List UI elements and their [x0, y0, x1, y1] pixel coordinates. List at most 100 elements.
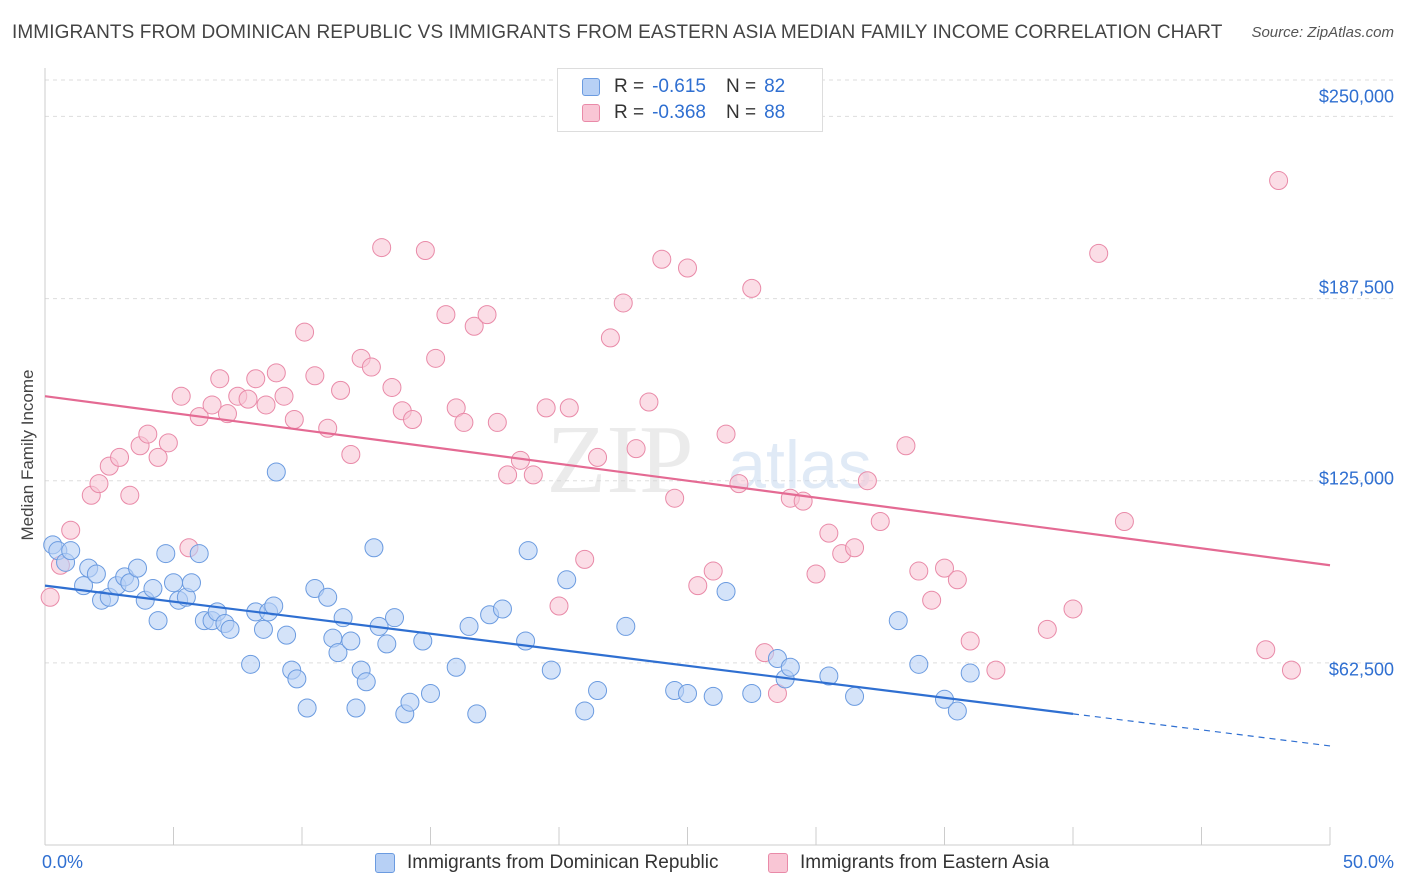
point-dominican-republic — [446, 657, 466, 677]
watermark: ZIP atlas — [547, 406, 872, 514]
point-eastern-asia — [120, 485, 140, 505]
point-dominican-republic — [780, 657, 800, 677]
point-eastern-asia — [210, 369, 230, 389]
point-eastern-asia — [575, 549, 595, 569]
point-eastern-asia — [1269, 171, 1289, 191]
point-dominican-republic — [845, 686, 865, 706]
point-dominican-republic — [421, 683, 440, 703]
point-dominican-republic — [888, 611, 908, 631]
point-eastern-asia — [446, 398, 466, 418]
series-eastern-asia-points — [40, 171, 1301, 703]
point-eastern-asia — [600, 328, 620, 348]
point-eastern-asia — [464, 316, 484, 336]
point-dominican-republic — [716, 581, 736, 601]
y-axis-label: Median Family Income — [18, 369, 37, 541]
point-eastern-asia — [426, 348, 446, 368]
point-dominican-republic — [148, 611, 168, 631]
point-dominican-republic — [328, 643, 348, 663]
point-eastern-asia — [217, 404, 237, 424]
point-eastern-asia — [361, 357, 381, 377]
point-dominican-republic — [385, 608, 405, 628]
point-eastern-asia — [703, 561, 723, 581]
point-eastern-asia — [1037, 619, 1057, 639]
point-dominican-republic — [588, 681, 608, 701]
point-dominican-republic — [557, 570, 577, 590]
point-eastern-asia — [767, 683, 787, 703]
point-dominican-republic — [377, 634, 397, 654]
point-eastern-asia — [652, 249, 672, 269]
point-eastern-asia — [110, 447, 130, 467]
point-dominican-republic — [266, 462, 286, 482]
point-eastern-asia — [477, 305, 497, 325]
trend-line-dominican-republic — [44, 584, 1074, 715]
point-eastern-asia — [678, 258, 697, 278]
source-label: Source: ZipAtlas.com — [1251, 24, 1394, 41]
chart-title: IMMIGRANTS FROM DOMINICAN REPUBLIC VS IM… — [12, 22, 1223, 43]
point-eastern-asia — [1256, 640, 1276, 660]
point-dominican-republic — [181, 573, 201, 593]
watermark-atlas: atlas — [728, 427, 872, 503]
point-dominican-republic — [459, 616, 479, 636]
point-dominican-republic — [277, 625, 297, 645]
point-dominican-republic — [61, 541, 81, 561]
point-eastern-asia — [274, 386, 294, 406]
point-eastern-asia — [436, 305, 456, 325]
point-dominican-republic — [128, 558, 148, 578]
legend-n-value: 82 — [764, 76, 786, 97]
point-eastern-asia — [922, 590, 942, 610]
bottom-legend-dominican: Immigrants from Dominican Republic — [375, 852, 719, 874]
point-eastern-asia — [266, 363, 286, 383]
point-eastern-asia — [523, 465, 543, 485]
point-eastern-asia — [639, 392, 659, 412]
point-eastern-asia — [613, 293, 633, 313]
point-dominican-republic — [742, 683, 762, 703]
point-eastern-asia — [845, 538, 865, 558]
point-dominican-republic — [220, 619, 240, 639]
point-eastern-asia — [284, 410, 304, 430]
point-eastern-asia — [665, 488, 685, 508]
x-tick-label-min: 0.0% — [42, 852, 84, 872]
point-dominican-republic — [356, 672, 376, 692]
legend-row-dominican: R = -0.615 N = 82 — [582, 75, 785, 99]
point-eastern-asia — [626, 439, 646, 459]
legend-swatch-blue — [582, 78, 600, 96]
point-eastern-asia — [158, 433, 178, 453]
point-dominican-republic — [616, 616, 636, 636]
point-dominican-republic — [156, 544, 176, 564]
trend-lines — [44, 395, 1331, 747]
point-eastern-asia — [688, 576, 708, 596]
legend-r-label: R = — [614, 76, 645, 97]
trend-line-dominican-republic-extension — [1072, 713, 1331, 747]
point-dominican-republic — [819, 666, 839, 686]
point-dominican-republic — [86, 564, 106, 584]
y-tick-label: $62,500 — [1328, 659, 1394, 680]
point-dominican-republic — [241, 654, 261, 674]
point-eastern-asia — [89, 474, 109, 494]
point-eastern-asia — [454, 412, 474, 432]
point-dominican-republic — [518, 541, 538, 561]
point-eastern-asia — [40, 587, 60, 607]
point-eastern-asia — [742, 278, 762, 298]
axes — [44, 68, 1331, 846]
point-eastern-asia — [331, 380, 351, 400]
point-dominican-republic — [364, 538, 384, 558]
point-eastern-asia — [1281, 660, 1301, 680]
point-dominican-republic — [120, 573, 140, 593]
point-dominican-republic — [413, 631, 433, 651]
point-eastern-asia — [1089, 243, 1109, 263]
point-dominican-republic — [492, 599, 512, 619]
point-eastern-asia — [1114, 512, 1134, 532]
legend-n-label: N = — [725, 102, 757, 123]
point-eastern-asia — [716, 424, 736, 444]
point-dominican-republic — [703, 686, 723, 706]
point-dominican-republic — [346, 698, 366, 718]
legend-r-value: -0.368 — [652, 102, 706, 123]
bottom-legend-label: Immigrants from Eastern Asia — [800, 852, 1050, 873]
legend-n-label: N = — [725, 76, 757, 97]
point-eastern-asia — [536, 398, 556, 418]
legend-r-label: R = — [614, 102, 645, 123]
bottom-legend-swatch-blue — [375, 853, 395, 873]
point-eastern-asia — [986, 660, 1006, 680]
point-dominican-republic — [960, 663, 980, 683]
